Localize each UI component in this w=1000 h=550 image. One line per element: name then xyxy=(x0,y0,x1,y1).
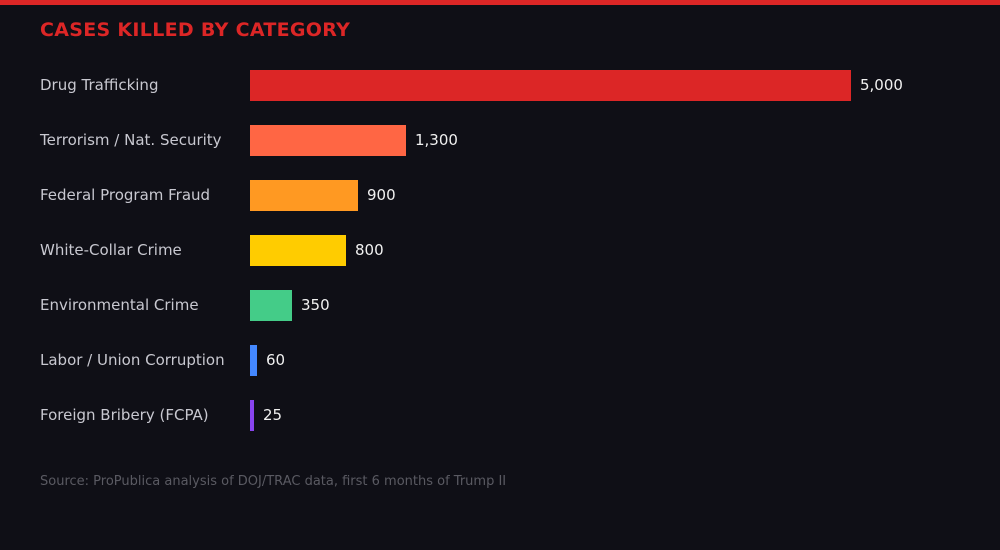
category-label: Federal Program Fraud xyxy=(40,186,211,204)
bar xyxy=(250,345,257,376)
value-label: 350 xyxy=(301,296,330,314)
category-label: Terrorism / Nat. Security xyxy=(40,131,222,149)
category-label: Labor / Union Corruption xyxy=(40,351,225,369)
bar-row: Terrorism / Nat. Security 1,300 xyxy=(0,125,1000,156)
bar-row: Federal Program Fraud 900 xyxy=(0,180,1000,211)
value-label: 25 xyxy=(263,406,283,424)
bar xyxy=(250,180,358,211)
value-label: 1,300 xyxy=(415,131,458,149)
category-label: Drug Trafficking xyxy=(40,76,159,94)
bar xyxy=(250,70,851,101)
value-label: 5,000 xyxy=(860,76,903,94)
bar xyxy=(250,125,406,156)
value-label: 800 xyxy=(355,241,384,259)
chart-title: CASES KILLED BY CATEGORY xyxy=(40,19,351,41)
value-label: 900 xyxy=(367,186,396,204)
bar-row: Foreign Bribery (FCPA) 25 xyxy=(0,400,1000,431)
value-label: 60 xyxy=(266,351,286,369)
category-label: Environmental Crime xyxy=(40,296,199,314)
bar xyxy=(250,290,292,321)
bar-row: White-Collar Crime 800 xyxy=(0,235,1000,266)
source-note: Source: ProPublica analysis of DOJ/TRAC … xyxy=(40,474,507,489)
bar-row: Environmental Crime 350 xyxy=(0,290,1000,321)
top-accent-bar xyxy=(0,0,1000,5)
bar-row: Drug Trafficking 5,000 xyxy=(0,70,1000,101)
bar-row: Labor / Union Corruption 60 xyxy=(0,345,1000,376)
bar xyxy=(250,235,346,266)
bar xyxy=(250,400,254,431)
category-label: White-Collar Crime xyxy=(40,241,182,259)
category-label: Foreign Bribery (FCPA) xyxy=(40,406,209,424)
